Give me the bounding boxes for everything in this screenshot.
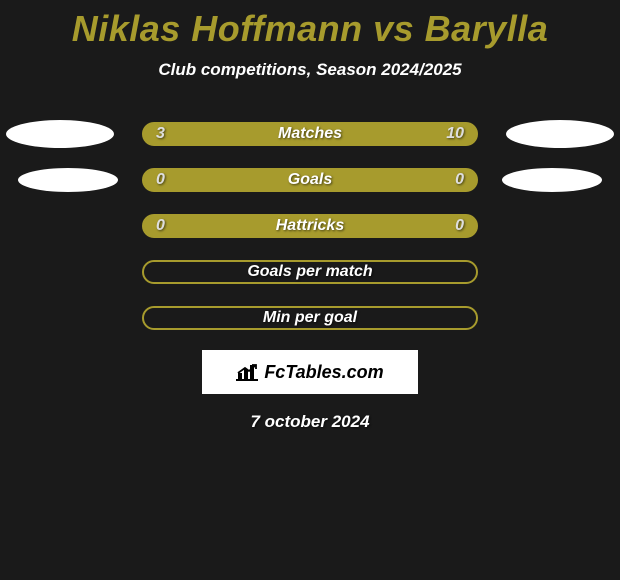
chart-icon bbox=[236, 363, 258, 381]
stat-value-right: 0 bbox=[455, 217, 464, 235]
stat-bar: 0 Goals 0 bbox=[142, 168, 478, 192]
stat-label: Goals per match bbox=[247, 263, 372, 281]
branding-box: FcTables.com bbox=[202, 350, 418, 394]
stat-value-right: 10 bbox=[446, 125, 464, 143]
stat-label: Hattricks bbox=[276, 217, 344, 235]
stat-bar: 3 Matches 10 bbox=[142, 122, 478, 146]
player-left-ellipse bbox=[18, 168, 118, 192]
stat-bar: Goals per match bbox=[142, 260, 478, 284]
arrow-icon bbox=[237, 364, 257, 374]
stat-label: Matches bbox=[278, 125, 342, 143]
stat-row: Min per goal bbox=[0, 306, 620, 330]
player-left-ellipse bbox=[6, 120, 114, 148]
stat-row: 0 Goals 0 bbox=[0, 168, 620, 192]
stat-value-left: 0 bbox=[156, 171, 165, 189]
stat-rows: 3 Matches 10 0 Goals 0 0 Hattricks 0 Goals per ma… bbox=[0, 122, 620, 330]
subtitle: Club competitions, Season 2024/2025 bbox=[0, 60, 620, 80]
branding-text: FcTables.com bbox=[264, 362, 383, 383]
date-text: 7 october 2024 bbox=[0, 412, 620, 432]
stat-value-left: 3 bbox=[156, 125, 165, 143]
stat-row: 0 Hattricks 0 bbox=[0, 214, 620, 238]
player-right-ellipse bbox=[506, 120, 614, 148]
stat-value-right: 0 bbox=[455, 171, 464, 189]
stat-value-left: 0 bbox=[156, 217, 165, 235]
stat-row: 3 Matches 10 bbox=[0, 122, 620, 146]
stat-label: Goals bbox=[288, 171, 332, 189]
stat-bar: 0 Hattricks 0 bbox=[142, 214, 478, 238]
stat-row: Goals per match bbox=[0, 260, 620, 284]
stat-label: Min per goal bbox=[263, 309, 357, 327]
stat-bar: Min per goal bbox=[142, 306, 478, 330]
page-title: Niklas Hoffmann vs Barylla bbox=[0, 0, 620, 50]
title-text: Niklas Hoffmann vs Barylla bbox=[72, 8, 549, 49]
player-right-ellipse bbox=[502, 168, 602, 192]
